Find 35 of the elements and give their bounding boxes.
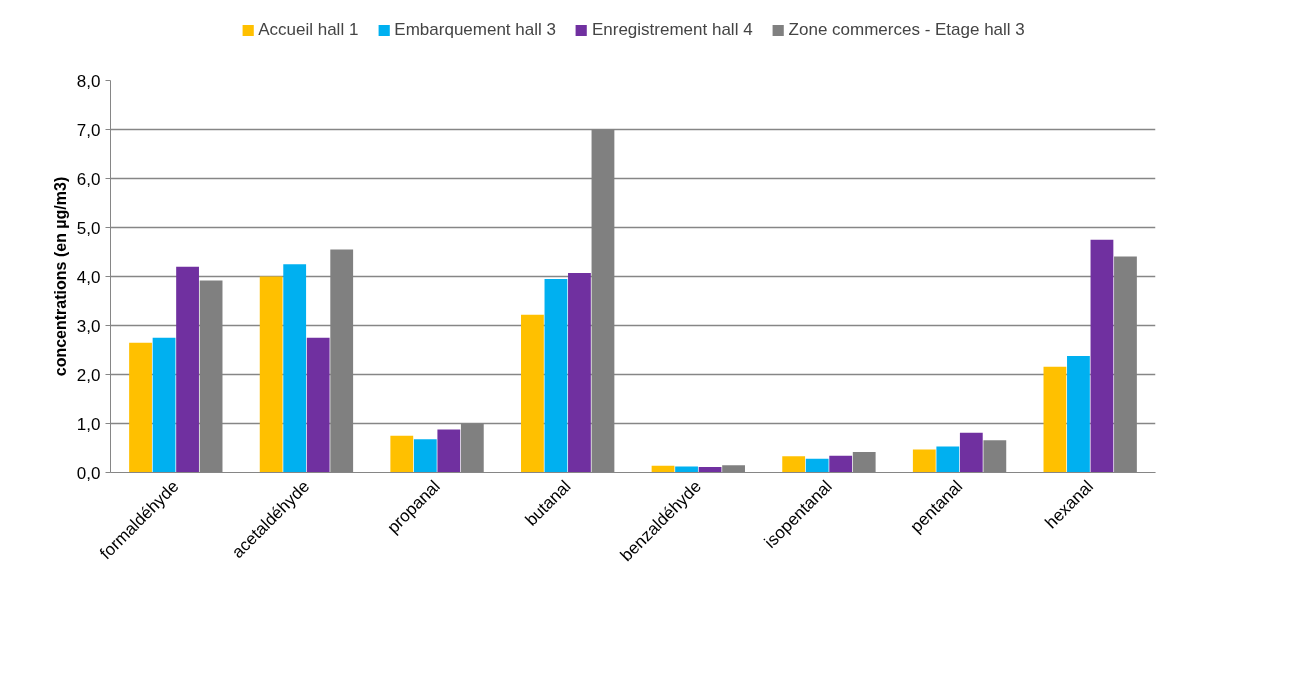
bar — [413, 439, 437, 473]
bar — [283, 264, 307, 473]
legend-label: Embarquement hall 3 — [394, 20, 556, 40]
legend-label: Enregistrement hall 4 — [591, 20, 753, 40]
y-tick-label: 3,0 — [76, 316, 101, 336]
bar — [805, 458, 829, 473]
bar — [1043, 366, 1067, 473]
y-tick-label: 5,0 — [76, 218, 101, 238]
bar — [829, 455, 853, 473]
y-tick-label: 8,0 — [76, 71, 101, 91]
y-tick-label: 7,0 — [76, 120, 101, 140]
y-tick-label: 6,0 — [76, 169, 101, 189]
bar — [544, 278, 568, 473]
bar — [782, 456, 806, 473]
legend-label: Accueil hall 1 — [258, 20, 359, 40]
bar — [959, 432, 983, 473]
bar — [1067, 355, 1090, 473]
bar — [390, 435, 414, 473]
y-tick-label: 4,0 — [76, 267, 101, 287]
y-tick-label: 1,0 — [76, 414, 101, 434]
legend-label: Zone commerces - Etage hall 3 — [788, 20, 1025, 40]
y-tick-label: 2,0 — [76, 365, 101, 385]
bar — [437, 429, 461, 473]
bar — [568, 273, 591, 473]
bar — [1090, 239, 1114, 473]
y-tick-label: 0,0 — [76, 463, 101, 483]
bar — [152, 337, 176, 473]
bar — [521, 314, 544, 473]
bar — [176, 266, 199, 473]
bar — [306, 337, 330, 473]
bar — [936, 446, 960, 473]
bar — [912, 449, 936, 473]
y-axis-title: concentrations (en µg/m3) — [51, 176, 69, 377]
bar — [129, 342, 152, 473]
bar — [259, 276, 283, 473]
